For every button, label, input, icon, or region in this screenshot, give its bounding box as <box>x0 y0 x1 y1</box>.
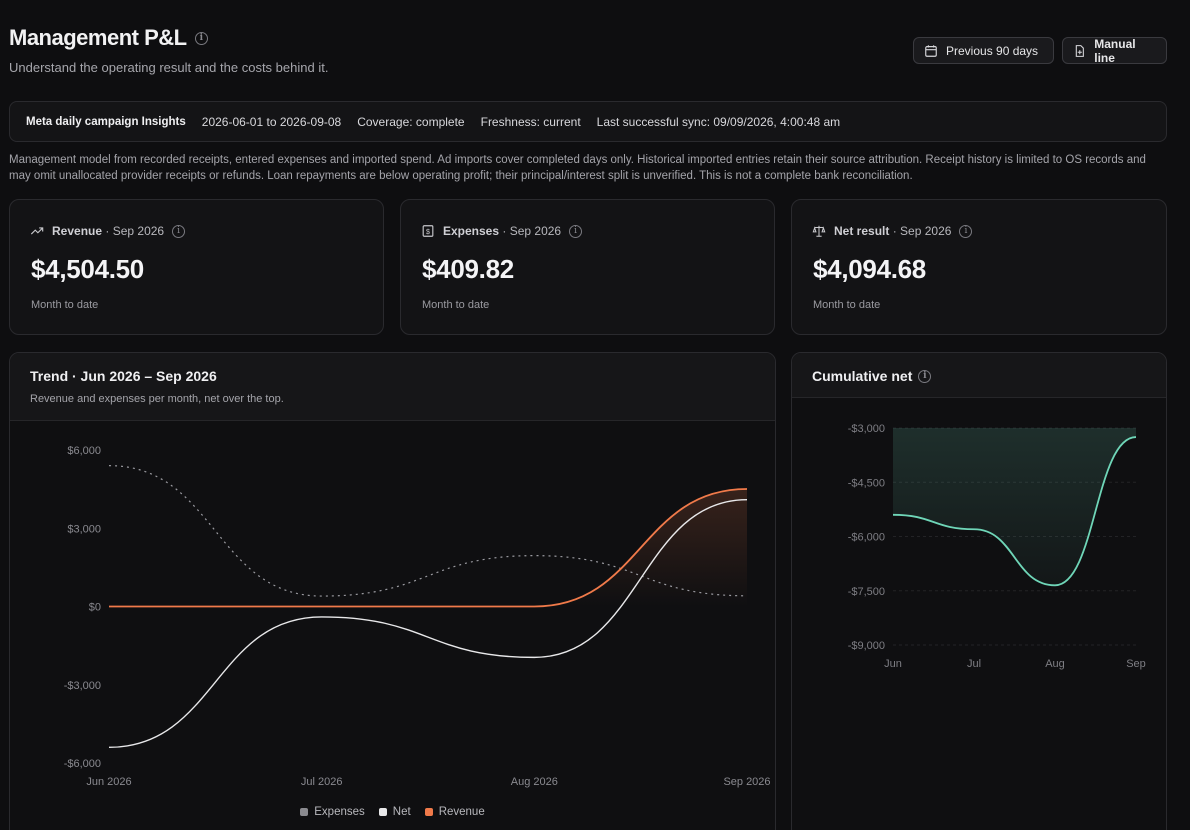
kpi-period: · Sep 2026 <box>502 224 562 238</box>
trend-chart-panel: Trend · Jun 2026 – Sep 2026 Revenue and … <box>9 352 776 830</box>
kpi-period: · Sep 2026 <box>105 224 165 238</box>
manual-line-label: Manual line <box>1094 36 1136 65</box>
legend-swatch <box>378 808 387 816</box>
x-tick-label: Jul <box>967 658 981 670</box>
date-range-label: Previous 90 days <box>946 43 1039 58</box>
page-subtitle: Understand the operating result and the … <box>9 60 329 75</box>
legend-item-revenue[interactable]: Revenue <box>424 806 485 818</box>
last-sync: Last successful sync: 09/09/2026, 4:00:4… <box>596 114 841 129</box>
info-icon[interactable]: i <box>569 224 583 238</box>
trend-legend: Expenses Net Revenue <box>10 806 775 818</box>
y-tick-label: -$7,500 <box>848 586 885 598</box>
kpi-card-expenses: $ Expenses · Sep 2026 i $409.82 Month to… <box>400 199 775 335</box>
y-tick-label: -$3,000 <box>848 423 885 435</box>
cumulative-chart[interactable]: -$3,000 -$4,500 -$6,000 -$7,500 -$9,000 Jun Ju… <box>792 353 1167 830</box>
info-icon[interactable]: i <box>194 31 208 45</box>
y-tick-label: $0 <box>89 602 101 614</box>
manual-line-button[interactable]: Manual line <box>1062 36 1167 65</box>
source-name: Meta daily campaign Insights <box>26 115 186 128</box>
coverage-status: Coverage: complete <box>357 114 465 129</box>
freshness-status: Freshness: current <box>480 114 581 129</box>
kpi-value: $4,504.50 <box>31 254 144 284</box>
x-tick-label: Jul 2026 <box>301 776 343 788</box>
kpi-card-net-result: Net result · Sep 2026 i $4,094.68 Month … <box>791 199 1167 335</box>
model-note: Management model from recorded receipts,… <box>9 154 1146 182</box>
info-icon[interactable]: i <box>918 369 932 383</box>
kpi-subtext: Month to date <box>813 299 881 311</box>
receipt-icon: $ <box>422 225 434 237</box>
legend-label: Expenses <box>314 806 365 818</box>
date-range-button[interactable]: Previous 90 days <box>913 37 1054 64</box>
kpi-card-revenue: Revenue · Sep 2026 i $4,504.50 Month to … <box>9 199 384 335</box>
kpi-value: $4,094.68 <box>813 254 926 284</box>
kpi-label: Expenses <box>443 224 500 238</box>
kpi-label: Net result <box>834 224 890 238</box>
cumulative-chart-panel: Cumulative net i -$3,000 -$4,500 -$6,000 -$… <box>791 352 1167 830</box>
y-tick-label: $6,000 <box>67 445 101 457</box>
kpi-subtext: Month to date <box>422 299 490 311</box>
info-icon[interactable]: i <box>172 224 186 238</box>
cumulative-title-text: Cumulative net <box>812 368 913 384</box>
legend-swatch <box>424 808 433 816</box>
kpi-label: Revenue <box>52 224 103 238</box>
cumulative-panel-header: Cumulative net i <box>792 353 1166 398</box>
series-line-net <box>108 498 748 749</box>
data-source-bar: Meta daily campaign Insights 2026-06-01 … <box>9 101 1167 142</box>
x-tick-label: Jun 2026 <box>86 776 131 788</box>
y-tick-label: -$9,000 <box>848 640 885 652</box>
kpi-period: · Sep 2026 <box>892 224 952 238</box>
legend-label: Revenue <box>438 806 485 818</box>
legend-item-net[interactable]: Net <box>378 806 411 818</box>
kpi-value: $409.82 <box>422 254 514 284</box>
trend-chart[interactable]: $6,000 $3,000 $0 -$3,000 -$6,000 Jun 2026 Jul … <box>10 353 776 830</box>
cumulative-area <box>893 428 1136 586</box>
y-tick-label: -$4,500 <box>848 477 885 489</box>
y-tick-label: -$6,000 <box>64 758 101 770</box>
calendar-icon <box>925 44 937 57</box>
revenue-area <box>109 488 747 607</box>
series-line-revenue <box>108 488 748 608</box>
info-icon[interactable]: i <box>959 224 973 238</box>
x-tick-label: Aug <box>1045 658 1065 670</box>
y-tick-label: $3,000 <box>67 523 101 535</box>
x-tick-label: Sep 2026 <box>723 776 770 788</box>
svg-text:$: $ <box>426 229 430 236</box>
kpi-subtext: Month to date <box>31 299 99 311</box>
file-plus-icon <box>1075 44 1084 57</box>
date-span: 2026-06-01 to 2026-09-08 <box>201 114 342 129</box>
y-tick-label: -$6,000 <box>848 532 885 544</box>
cumulative-title: Cumulative net i <box>812 368 932 384</box>
x-tick-label: Jun <box>884 658 902 670</box>
legend-swatch <box>300 808 309 816</box>
trend-up-icon <box>30 227 44 235</box>
y-tick-label: -$3,000 <box>64 680 101 692</box>
cumulative-line <box>892 436 1137 587</box>
x-tick-label: Aug 2026 <box>511 776 558 788</box>
trend-panel-header: Trend · Jun 2026 – Sep 2026 Revenue and … <box>10 353 775 421</box>
scale-icon <box>812 225 826 237</box>
page-title: Management P&L i <box>9 25 208 51</box>
trend-title: Trend · Jun 2026 – Sep 2026 <box>30 368 217 384</box>
legend-label: Net <box>392 806 411 818</box>
page-title-text: Management P&L <box>9 25 187 50</box>
x-tick-label: Sep <box>1126 658 1146 670</box>
trend-subtitle: Revenue and expenses per month, net over… <box>30 393 284 405</box>
legend-item-expenses[interactable]: Expenses <box>300 806 365 818</box>
